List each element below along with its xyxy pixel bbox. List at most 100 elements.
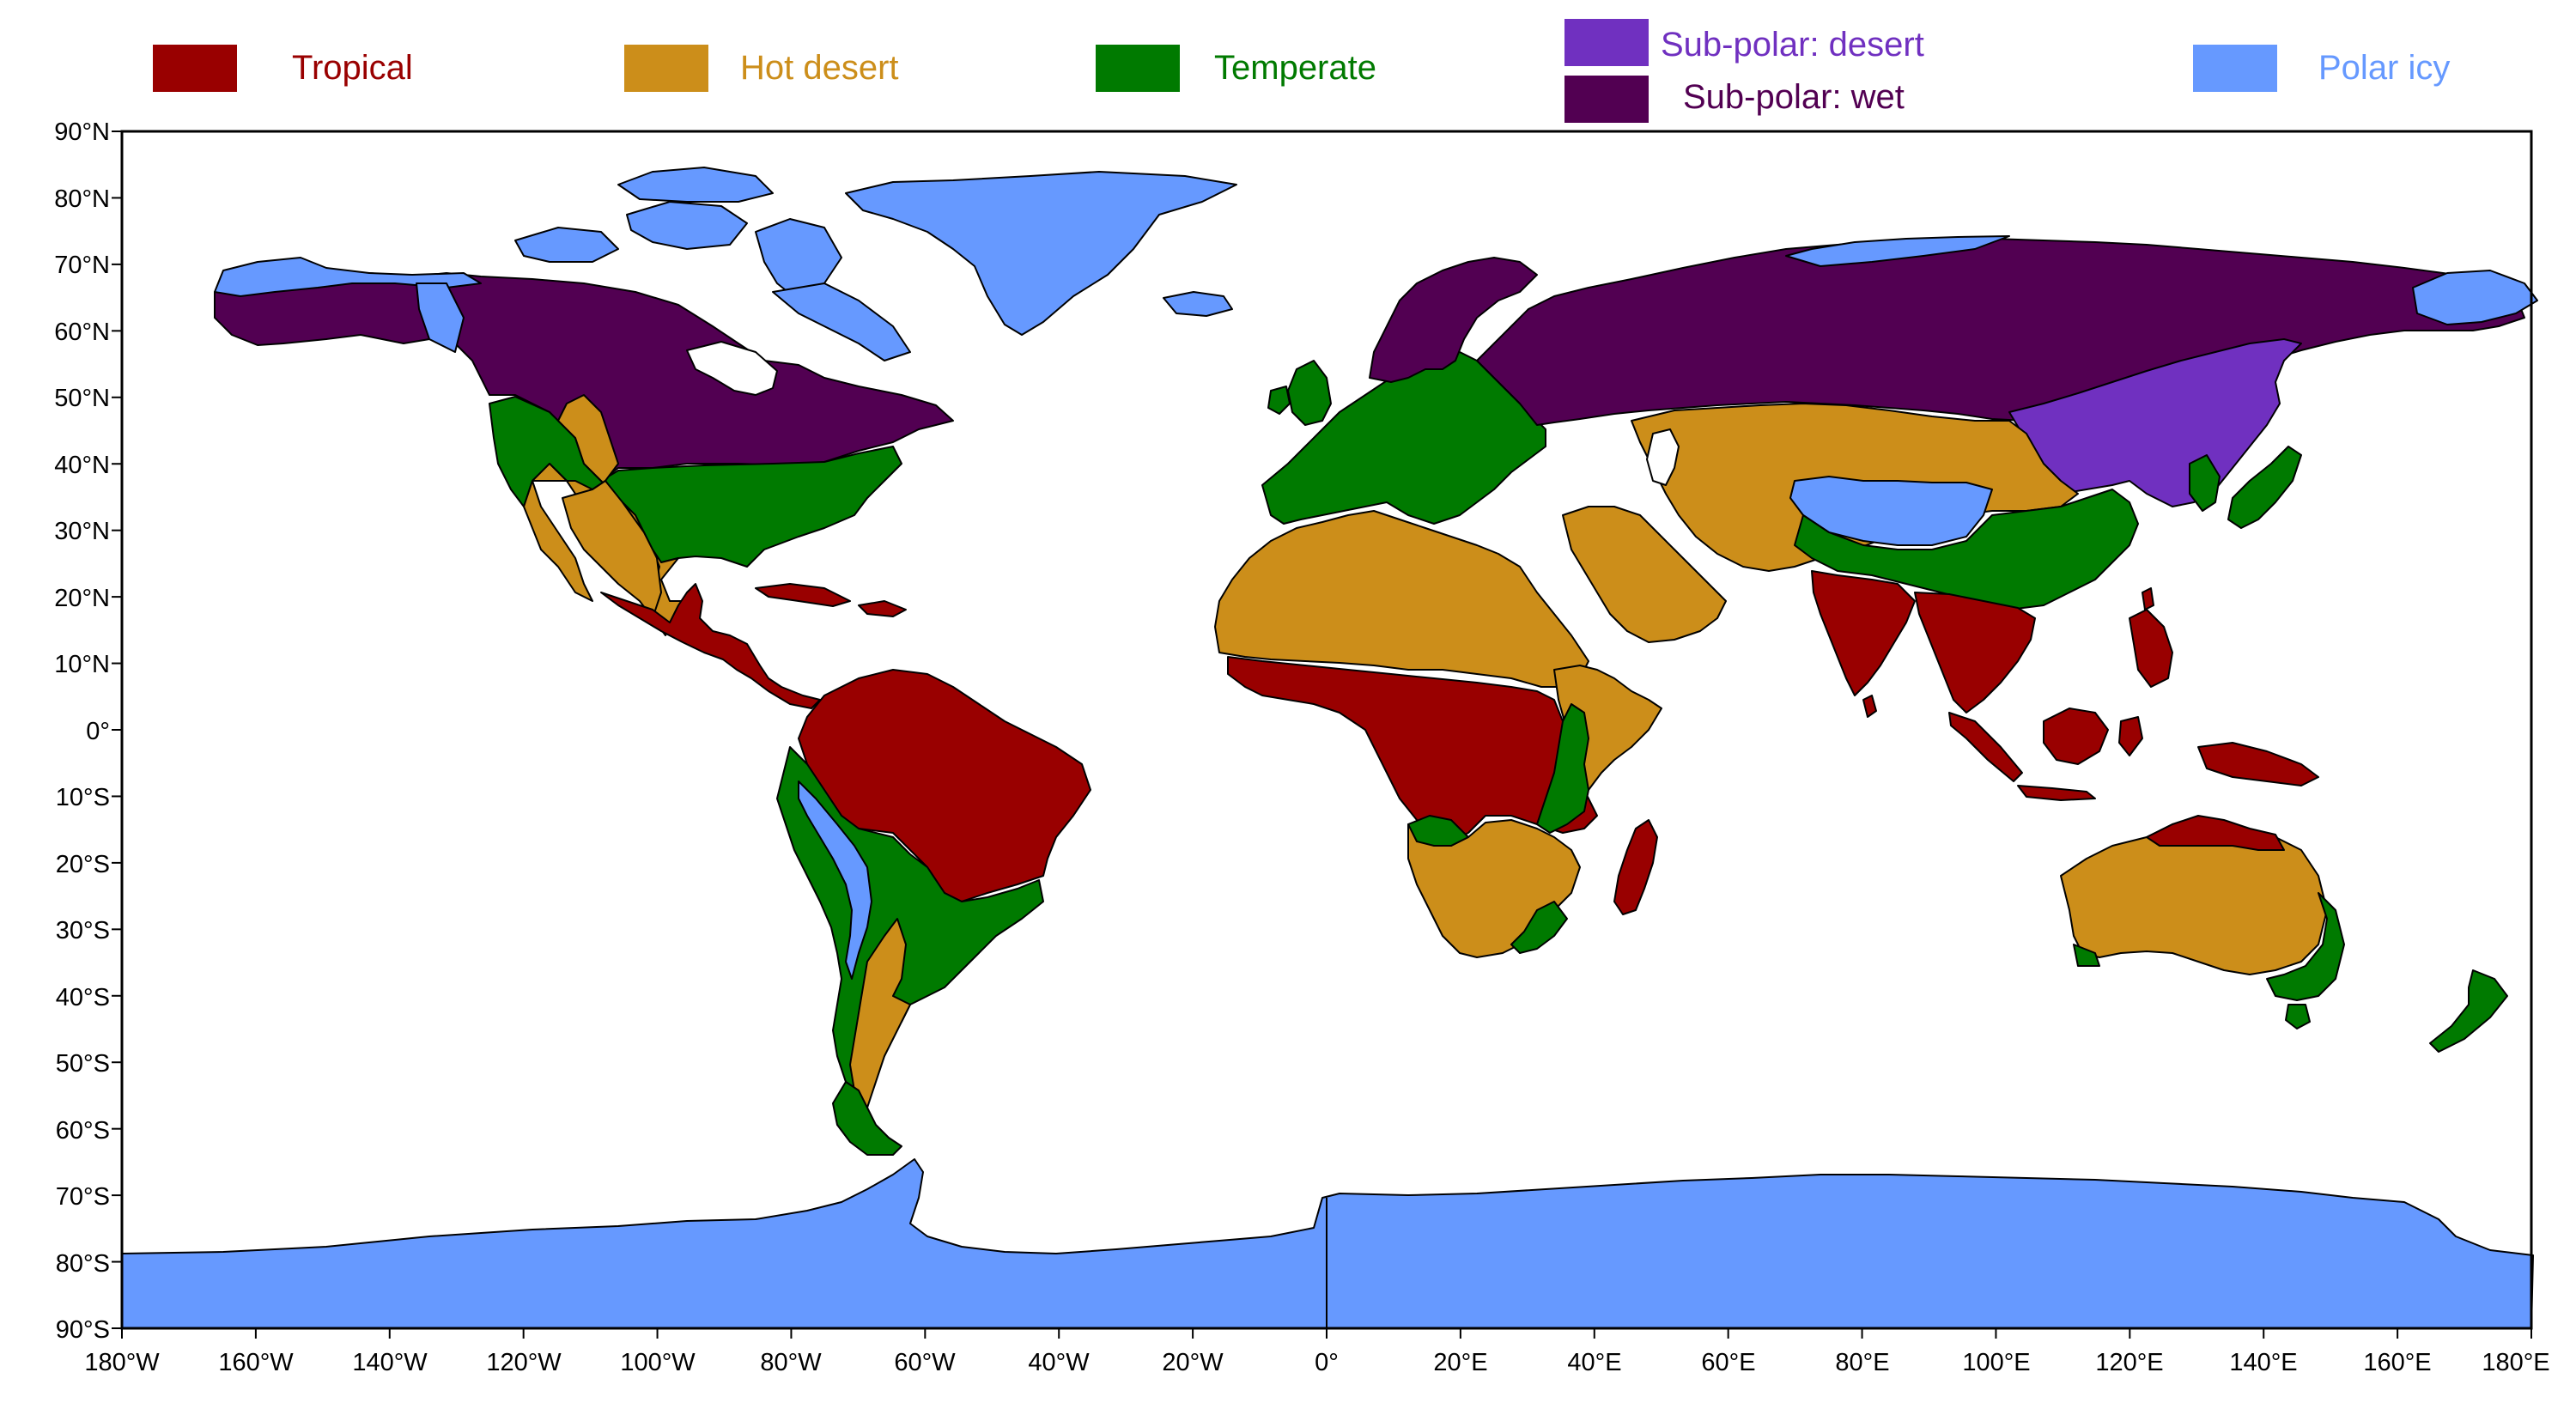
region-east-siberia-polar	[2412, 270, 2538, 325]
legend-swatch-tropical	[153, 45, 237, 92]
region-scandinavia	[1369, 257, 1538, 383]
x-tick-label-120w: 120°W	[486, 1349, 562, 1376]
legend-swatch-temperate	[1096, 45, 1180, 92]
legend-swatch-sub-polar-wet	[1564, 76, 1649, 123]
region-australia-tropical	[2146, 815, 2285, 851]
region-ireland	[1267, 386, 1291, 415]
region-arctic-islands-4	[617, 167, 774, 203]
y-axis: 90°N 80°N 70°N 60°N 50°N 40°N 30°N 20°N …	[54, 118, 110, 1344]
region-greenland	[845, 171, 1237, 336]
region-europe-temperate	[1261, 351, 1546, 525]
x-tick-label-160e: 160°E	[2363, 1349, 2431, 1376]
y-tick-label-60n: 60°N	[54, 319, 110, 346]
region-sulawesi	[2118, 716, 2143, 756]
legend-label-sub-polar-desert: Sub-polar: desert	[1661, 26, 1924, 64]
x-tick-label-0: 0°	[1315, 1349, 1339, 1376]
y-tick-label-20s: 20°S	[56, 851, 110, 878]
legend-label-hot-desert: Hot desert	[740, 49, 899, 87]
region-north-america-subpolar-wet	[214, 272, 954, 482]
region-india-tropical	[1811, 570, 1916, 696]
x-tick-label-100w: 100°W	[620, 1349, 696, 1376]
region-sri-lanka	[1862, 695, 1877, 718]
region-tasmania	[2285, 1004, 2311, 1029]
region-arabia-desert	[1562, 506, 1727, 643]
region-borneo	[2043, 708, 2109, 765]
y-tick-label-30n: 30°N	[54, 518, 110, 545]
region-uk	[1287, 360, 1332, 426]
region-north-africa-desert	[1214, 510, 1589, 688]
x-tick-label-40e: 40°E	[1567, 1349, 1621, 1376]
region-arctic-islands-2	[626, 201, 748, 250]
legend-swatch-hot-desert	[624, 45, 708, 92]
region-north-america-polar-north	[214, 257, 482, 297]
y-tick-label-90n: 90°N	[54, 118, 110, 146]
y-tick-label-70s: 70°S	[56, 1183, 110, 1211]
region-south-america-desert	[849, 918, 911, 1108]
legend-label-tropical: Tropical	[292, 49, 413, 87]
y-tick-label-40n: 40°N	[54, 452, 110, 479]
region-russia-subpolar-wet	[1476, 238, 2525, 426]
region-patagonia-temperate	[832, 1081, 902, 1156]
x-tick-label-140e: 140°E	[2229, 1349, 2297, 1376]
x-tick-label-180w: 180°W	[84, 1349, 160, 1376]
x-axis: 180°W 160°W 140°W 120°W 100°W 80°W 60°W …	[84, 1349, 2549, 1376]
legend-label-sub-polar-wet: Sub-polar: wet	[1683, 78, 1905, 116]
y-tick-label-50s: 50°S	[56, 1050, 110, 1078]
region-iceland	[1163, 291, 1233, 317]
region-java	[2017, 785, 2096, 801]
region-japan	[2227, 446, 2302, 529]
region-arctic-islands-1	[514, 227, 619, 263]
x-tick-label-160w: 160°W	[218, 1349, 294, 1376]
region-madagascar	[1613, 819, 1658, 915]
x-tick-label-20w: 20°W	[1162, 1349, 1224, 1376]
x-tick-label-60w: 60°W	[894, 1349, 956, 1376]
legend-label-polar-icy: Polar icy	[2318, 49, 2450, 87]
map-area	[121, 167, 2538, 1329]
y-tick-label-70n: 70°N	[54, 252, 110, 279]
region-hudson-bay	[686, 341, 778, 396]
y-tick-label-90s: 90°S	[56, 1316, 110, 1344]
y-tick-label-60s: 60°S	[56, 1117, 110, 1145]
legend-swatch-sub-polar-desert	[1564, 19, 1649, 66]
y-tick-label-80s: 80°S	[56, 1250, 110, 1278]
region-southern-africa-temperate	[1407, 815, 1568, 954]
region-siberia-polar	[1785, 235, 2010, 267]
region-alaska-polar	[416, 282, 465, 353]
region-australia-temperate	[2073, 892, 2345, 1001]
region-taiwan	[2142, 587, 2154, 610]
y-tick-label-20n: 20°N	[54, 585, 110, 612]
x-tick-label-100e: 100°E	[1962, 1349, 2030, 1376]
region-arctic-islands-5	[772, 282, 911, 361]
legend-swatch-polar-icy	[2193, 45, 2277, 92]
x-tick-label-80w: 80°W	[760, 1349, 822, 1376]
y-tick-label-40s: 40°S	[56, 984, 110, 1011]
x-tick-label-80e: 80°E	[1835, 1349, 1889, 1376]
region-central-america-tropical	[600, 583, 821, 709]
region-new-guinea	[2197, 742, 2319, 786]
region-korea	[2189, 454, 2221, 512]
x-tick-label-60e: 60°E	[1701, 1349, 1755, 1376]
axis-tick-marks	[112, 131, 2532, 1339]
legend-label-temperate: Temperate	[1214, 49, 1376, 87]
region-sumatra	[1948, 712, 2023, 782]
legend: Tropical Hot desert Temperate Sub-polar:…	[153, 19, 2450, 123]
x-tick-label-140w: 140°W	[352, 1349, 428, 1376]
y-tick-label-30s: 30°S	[56, 917, 110, 944]
region-china-temperate	[1794, 489, 2139, 610]
region-philippines	[2129, 609, 2173, 688]
region-mexico-desert	[562, 480, 662, 619]
region-east-africa-temperate	[1536, 703, 1589, 834]
x-tick-label-40w: 40°W	[1028, 1349, 1090, 1376]
x-tick-label-180e: 180°E	[2482, 1349, 2549, 1376]
region-southeast-asia-tropical	[1914, 592, 2036, 714]
x-tick-label-20e: 20°E	[1433, 1349, 1487, 1376]
y-tick-label-80n: 80°N	[54, 185, 110, 213]
x-tick-label-120e: 120°E	[2095, 1349, 2163, 1376]
region-caribbean-cuba	[755, 583, 851, 607]
region-new-zealand	[2429, 969, 2508, 1053]
y-tick-label-0: 0°	[86, 718, 110, 745]
region-andes-polar	[798, 780, 872, 980]
y-tick-label-50n: 50°N	[54, 385, 110, 412]
y-tick-label-10n: 10°N	[54, 651, 110, 678]
